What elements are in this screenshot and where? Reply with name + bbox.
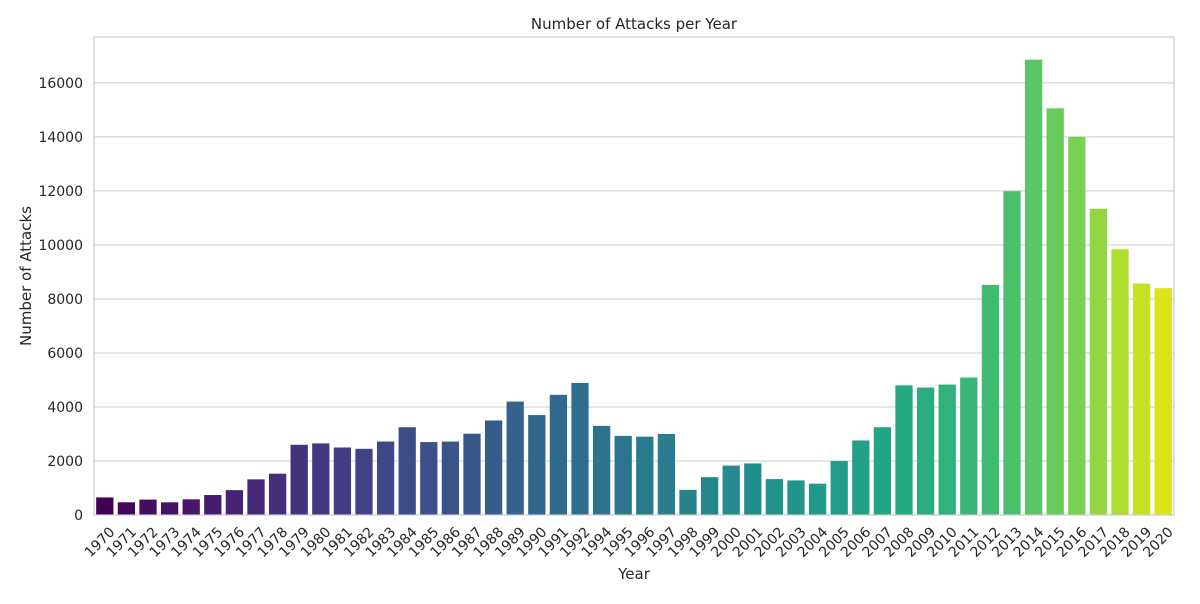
y-tick-label: 12000 xyxy=(38,184,83,200)
plot-frame xyxy=(93,36,1175,516)
gridlines xyxy=(94,82,1174,516)
bar-1986 xyxy=(441,441,460,515)
bar-1992 xyxy=(571,382,589,515)
bar-2001 xyxy=(744,463,762,515)
bar-1972 xyxy=(139,499,157,515)
bar-1995 xyxy=(614,435,632,515)
bar-1980 xyxy=(312,443,330,515)
bar-2010 xyxy=(938,384,956,515)
y-axis-title: Number of Attacks xyxy=(17,206,35,346)
y-tick-labels: 0 2000 4000 6000 8000 10000 12000 14000 16000 xyxy=(38,76,83,524)
y-tick-label: 2000 xyxy=(47,454,83,470)
bar-1974 xyxy=(182,499,200,515)
bar-2005 xyxy=(830,460,848,515)
bar-2018 xyxy=(1111,249,1129,515)
bar-2015 xyxy=(1046,108,1064,515)
bar-1989 xyxy=(506,401,524,515)
bar-1987 xyxy=(463,433,481,515)
y-tick-label: 6000 xyxy=(47,346,83,362)
bar-2020 xyxy=(1154,288,1172,515)
bar-2012 xyxy=(981,284,1000,515)
bar-1988 xyxy=(484,420,503,515)
bar-2019 xyxy=(1132,283,1151,515)
bar-2013 xyxy=(1003,191,1021,515)
bar-1999 xyxy=(700,477,719,515)
y-tick-label: 0 xyxy=(74,508,83,524)
bar-2004 xyxy=(808,483,827,515)
bar-2014 xyxy=(1024,59,1043,515)
bar-2000 xyxy=(722,465,740,515)
bar-1996 xyxy=(636,436,654,515)
bar-2008 xyxy=(895,385,913,515)
bar-1997 xyxy=(657,433,676,515)
bar-1975 xyxy=(204,495,222,515)
bar-2009 xyxy=(916,387,935,515)
bar-1991 xyxy=(549,394,568,515)
bar-1981 xyxy=(333,447,352,515)
bar-1976 xyxy=(225,490,244,515)
bar-1985 xyxy=(420,442,438,515)
bar-1983 xyxy=(376,441,395,515)
bar-2016 xyxy=(1068,136,1086,515)
bar-1971 xyxy=(117,502,136,515)
y-tick-label: 16000 xyxy=(38,76,83,92)
chart-title: Number of Attacks per Year xyxy=(531,15,738,33)
y-tick-label: 14000 xyxy=(38,130,83,146)
bar-2007 xyxy=(873,427,892,515)
bar-2006 xyxy=(852,440,870,515)
bar-1984 xyxy=(398,427,416,515)
bars xyxy=(96,59,1172,516)
bar-1994 xyxy=(592,425,611,515)
bar-1977 xyxy=(247,479,265,515)
bar-1998 xyxy=(679,489,697,515)
bar-2003 xyxy=(787,480,805,515)
y-tick-label: 10000 xyxy=(38,238,83,254)
bar-1990 xyxy=(528,415,546,515)
bar-1978 xyxy=(268,473,287,515)
y-tick-label: 4000 xyxy=(47,400,83,416)
x-tick-labels: 1970197119721973197419751976197719781979… xyxy=(82,524,1177,561)
bar-1979 xyxy=(290,444,308,515)
bar-2011 xyxy=(960,377,978,515)
y-tick-label: 8000 xyxy=(47,292,83,308)
x-axis-title: Year xyxy=(617,565,651,583)
bar-1973 xyxy=(160,502,179,515)
bar-2002 xyxy=(765,479,784,515)
bar-1970 xyxy=(96,497,114,515)
bar-2017 xyxy=(1089,208,1108,516)
bar-1982 xyxy=(355,448,373,515)
